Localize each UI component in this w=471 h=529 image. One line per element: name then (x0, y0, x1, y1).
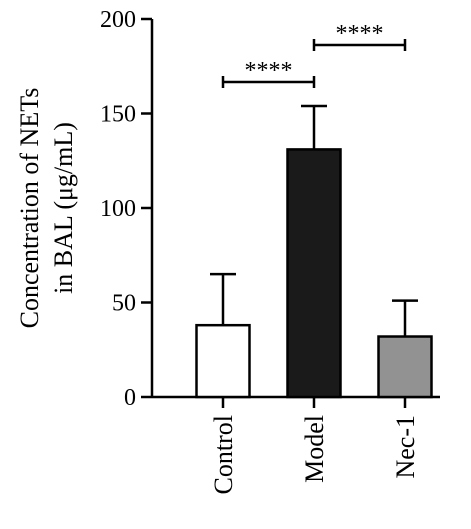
significance-label: **** (245, 58, 293, 84)
bar-control (195, 323, 251, 399)
y-tick-label: 50 (112, 291, 136, 317)
y-tick-label: 0 (124, 385, 136, 411)
significance-label: **** (336, 21, 384, 47)
y-tick-label: 200 (100, 7, 136, 33)
x-tick-label: Model (300, 415, 329, 483)
bar-nec-1 (377, 335, 433, 399)
y-axis-title: Concentration of NETs in BAL (μg/mL) (15, 88, 78, 329)
significance-bracket (221, 76, 316, 88)
significance-bracket (312, 39, 407, 51)
y-tick-label: 150 (100, 102, 136, 128)
y-axis-title-line-2: in BAL (μg/mL) (49, 122, 78, 294)
plot-area: 0 50 100 150 200 Control Model Nec-1 **** **** (100, 7, 440, 494)
x-tick-label: Nec-1 (391, 415, 420, 479)
bar-model (286, 148, 342, 399)
x-tick-label: Control (209, 415, 238, 494)
y-tick-label: 100 (100, 196, 136, 222)
y-axis-title-line-1: Concentration of NETs (15, 88, 44, 329)
